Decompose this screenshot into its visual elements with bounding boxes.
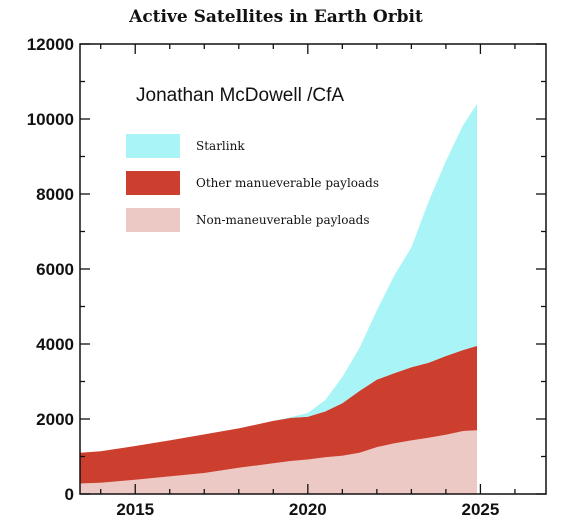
area-starlink — [80, 104, 477, 453]
y-tick-label: 10000 — [27, 110, 74, 129]
y-tick-label: 4000 — [36, 335, 74, 354]
y-tick-label: 6000 — [36, 260, 74, 279]
x-tick-label: 2025 — [462, 500, 500, 519]
stacked-areas — [80, 104, 477, 494]
axes: 0 2000 4000 6000 8000 10000 12000 2015 2020 2025 — [27, 35, 547, 519]
legend-swatch — [126, 208, 180, 232]
y-tick-label: 8000 — [36, 185, 74, 204]
legend-label: Non-maneuverable payloads — [196, 213, 369, 227]
x-tick-label: 2020 — [289, 500, 327, 519]
y-tick-label: 0 — [65, 485, 74, 504]
legend-swatch — [126, 134, 180, 158]
chart-credit: Jonathan McDowell /CfA — [136, 85, 344, 106]
y-tick-label: 2000 — [36, 410, 74, 429]
y-tick-label: 12000 — [27, 35, 74, 54]
legend: Starlink Other manueverable payloads Non-m… — [126, 134, 379, 232]
legend-swatch — [126, 171, 180, 195]
legend-label: Starlink — [196, 139, 245, 153]
area-other-manueverable-payloads — [80, 345, 477, 484]
chart-title: Active Satellites in Earth Orbit — [128, 7, 423, 27]
area-non-maneuverable-payloads — [80, 430, 477, 494]
x-tick-label: 2015 — [116, 500, 154, 519]
legend-label: Other manueverable payloads — [196, 176, 379, 190]
